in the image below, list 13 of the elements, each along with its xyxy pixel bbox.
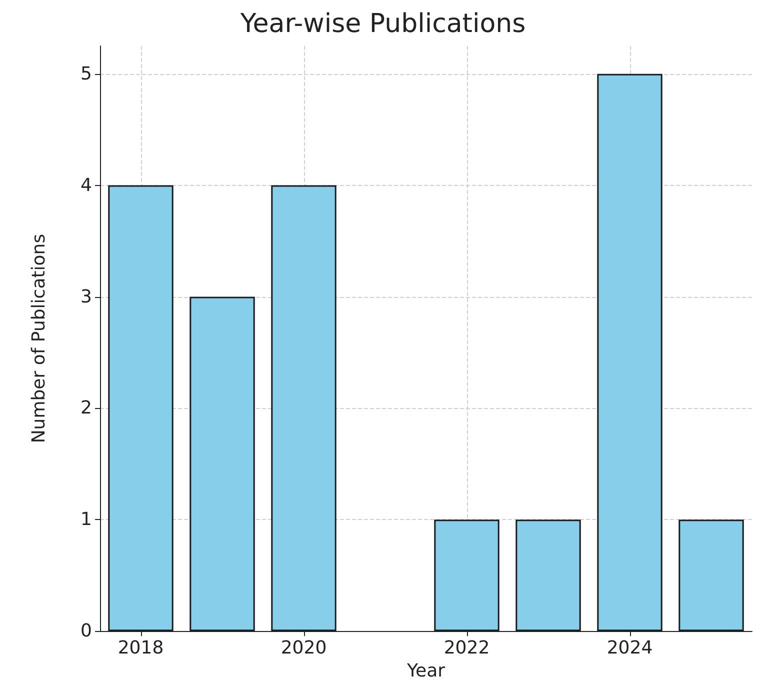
y-tick-label: 0 (80, 620, 92, 642)
y-axis-title: Number of Publications (28, 234, 50, 444)
x-tick-label: 2022 (444, 638, 490, 659)
y-tick-label: 1 (80, 509, 92, 530)
y-tick-label: 4 (80, 174, 92, 196)
x-axis-title: Year (406, 660, 446, 682)
x-tick-label: 2024 (606, 638, 653, 659)
y-tick-label: 3 (80, 286, 92, 308)
x-tick-label: 2020 (280, 638, 327, 659)
y-tick-label: 2 (80, 398, 92, 419)
y-tick-label: 5 (80, 63, 92, 84)
x-tick-label: 2018 (118, 638, 164, 659)
chart-title: Year-wise Publications (239, 9, 526, 39)
